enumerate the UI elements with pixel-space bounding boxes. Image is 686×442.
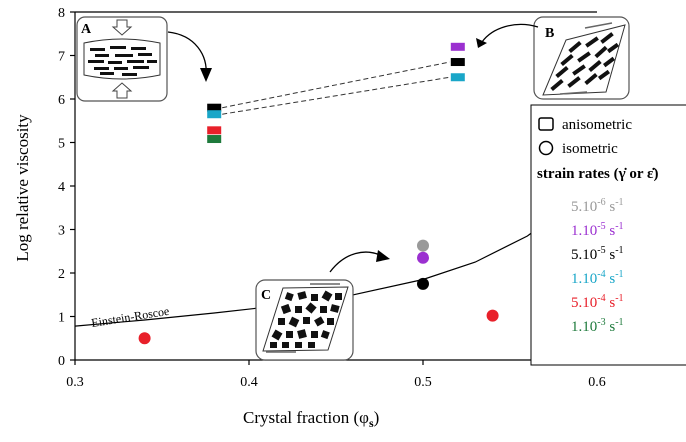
arrow-c-head — [376, 250, 390, 262]
data-point-circle — [486, 309, 499, 322]
data-points — [138, 42, 499, 345]
anisometric-marker — [538, 117, 554, 131]
arrow-a — [167, 31, 207, 77]
dashed-link — [222, 76, 450, 115]
einstein-roscoe-label: Einstein-Roscoe — [90, 304, 170, 330]
x-ticks: 0.3 0.4 0.5 0.6 — [66, 360, 606, 390]
data-point-bar — [207, 103, 222, 112]
data-point-circle — [138, 332, 151, 345]
x-axis-label: Crystal fraction (φs) — [243, 408, 379, 430]
legend-isometric: isometric — [562, 141, 618, 157]
inset-c: C — [255, 279, 354, 361]
legend-anisometric: anisometric — [562, 117, 632, 133]
data-point-bar — [450, 58, 465, 67]
data-point-circle — [417, 251, 429, 264]
y-ticks: 0 1 2 3 4 5 6 7 8 — [58, 6, 75, 369]
legend: anisometric isometric strain rates (γ̇ o… — [530, 104, 686, 366]
data-point-bar — [207, 126, 222, 135]
arrow-b — [481, 23, 539, 43]
y-tick-label: 5 — [58, 137, 65, 152]
legend-entry: 5.10-5 s-1 — [571, 245, 624, 263]
arrow-c — [329, 251, 383, 273]
y-axis-label: Log relative viscosity — [13, 114, 32, 262]
inset-c-label: C — [261, 288, 271, 303]
data-point-bar — [450, 73, 465, 82]
data-point-bar — [207, 135, 222, 144]
legend-entry: 1.10-3 s-1 — [571, 317, 624, 335]
data-point-bar — [450, 42, 465, 51]
arrow-b-head — [476, 38, 487, 48]
y-tick-label: 0 — [58, 354, 65, 369]
legend-entry: 5.10-4 s-1 — [571, 293, 624, 311]
x-tick-label: 0.6 — [588, 375, 606, 390]
data-point-circle — [417, 239, 429, 252]
y-tick-label: 4 — [58, 180, 65, 195]
inset-a-label: A — [81, 22, 92, 37]
y-tick-label: 7 — [58, 50, 65, 65]
inset-b-label: B — [545, 26, 554, 41]
isometric-marker — [538, 140, 554, 156]
data-point-bar — [207, 110, 222, 119]
arrow-a-head — [200, 68, 212, 82]
legend-entries: 5.10-6 s-1 1.10-5 s-1 5.10-5 s-1 1.10-4 s-1… — [571, 197, 624, 335]
x-tick-label: 0.4 — [240, 375, 258, 390]
legend-entry: 5.10-6 s-1 — [571, 197, 624, 215]
y-tick-label: 1 — [58, 311, 65, 326]
x-tick-label: 0.5 — [414, 375, 432, 390]
inset-a: A — [76, 16, 168, 102]
dashed-links — [222, 61, 450, 115]
inset-b: B — [533, 16, 630, 100]
dashed-link — [222, 61, 450, 109]
y-tick-label: 8 — [58, 6, 65, 21]
legend-box — [530, 104, 686, 366]
y-tick-label: 6 — [58, 93, 65, 108]
x-tick-label: 0.3 — [66, 375, 84, 390]
legend-entry: 1.10-5 s-1 — [571, 221, 624, 239]
data-point-circle — [417, 277, 429, 290]
y-tick-label: 2 — [58, 267, 65, 282]
legend-strain-title: strain rates (γ̇ or ε̇) — [537, 166, 658, 182]
y-tick-label: 3 — [58, 224, 65, 239]
legend-entry: 1.10-4 s-1 — [571, 269, 624, 287]
